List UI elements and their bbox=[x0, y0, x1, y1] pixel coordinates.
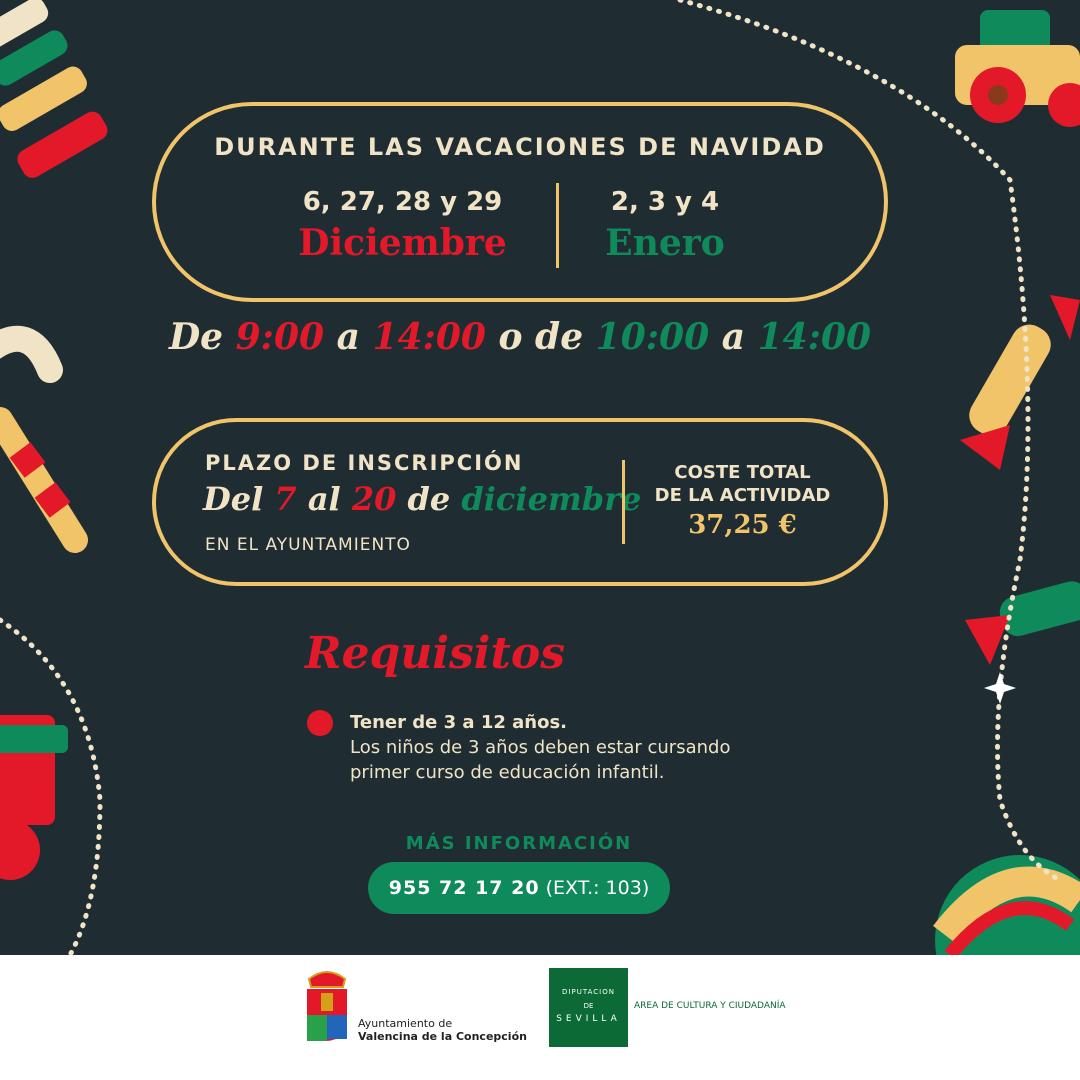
requirement-item: Tener de 3 a 12 años. Los niños de 3 año… bbox=[350, 710, 730, 785]
january-label: Enero bbox=[605, 222, 725, 264]
ball-icon bbox=[933, 855, 1080, 955]
schedule-time-2: 14:00 bbox=[372, 316, 486, 358]
divider bbox=[556, 183, 559, 268]
reg-month: diciembre bbox=[461, 480, 642, 518]
schedule-de: De bbox=[168, 316, 224, 358]
dates-panel bbox=[152, 102, 888, 302]
schedule-time-1: 9:00 bbox=[235, 316, 325, 358]
cost-value: 37,25 € bbox=[688, 510, 797, 540]
ayuntamiento-name: Ayuntamiento de Valencina de la Concepci… bbox=[358, 1017, 527, 1043]
schedule-o-de: o de bbox=[498, 316, 584, 358]
reg-day-1: 7 bbox=[274, 480, 297, 518]
candy-cane-icon bbox=[0, 325, 88, 553]
schedule: De 9:00 a 14:00 o de 10:00 a 14:00 bbox=[0, 316, 1040, 358]
header-title: DURANTE LAS VACACIONES DE NAVIDAD bbox=[214, 133, 826, 161]
reg-al: al bbox=[307, 480, 341, 518]
divider bbox=[622, 460, 625, 544]
xylophone-icon bbox=[0, 0, 108, 178]
reg-day-2: 20 bbox=[351, 480, 397, 518]
cost-label-1: COSTE TOTAL bbox=[674, 462, 811, 483]
footer: Ayuntamiento de Valencina de la Concepci… bbox=[0, 955, 1080, 1080]
requirement-bold: Tener de 3 a 12 años. bbox=[350, 712, 568, 733]
schedule-time-3: 10:00 bbox=[595, 316, 710, 358]
area-label: AREA DE CULTURA Y CIUDADANÍA bbox=[634, 1001, 786, 1011]
registration-dates: Del 7 al 20 de diciembre bbox=[203, 480, 641, 518]
december-days: 6, 27, 28 y 29 bbox=[302, 187, 503, 217]
poster: DURANTE LAS VACACIONES DE NAVIDAD 6, 27,… bbox=[0, 0, 1080, 955]
sparkle-icon bbox=[984, 672, 1016, 704]
january-days: 2, 3 y 4 bbox=[610, 187, 720, 217]
requirement-line-3: primer curso de educación infantil. bbox=[350, 762, 665, 783]
reg-de: de bbox=[407, 480, 451, 518]
bead-garland bbox=[0, 0, 1063, 955]
phone-number: 955 72 17 20 bbox=[388, 877, 540, 899]
ayuntamiento-coat-of-arms-logo bbox=[307, 971, 347, 1041]
registration-panel bbox=[152, 418, 888, 586]
toy-decorations bbox=[0, 0, 1080, 955]
ayto-line-1: Ayuntamiento de bbox=[358, 1017, 453, 1030]
candy-icon bbox=[960, 295, 1080, 665]
registration-place: EN EL AYUNTAMIENTO bbox=[205, 535, 411, 555]
phone-ext: (EXT.: 103) bbox=[545, 877, 650, 899]
requirement-line-2: Los niños de 3 años deben estar cursando bbox=[350, 737, 731, 758]
cost-label-2: DE LA ACTIVIDAD bbox=[654, 485, 831, 506]
bullet-icon bbox=[307, 710, 333, 736]
ayto-line-2: Valencina de la Concepción bbox=[358, 1030, 527, 1043]
registration-title: PLAZO DE INSCRIPCIÓN bbox=[205, 451, 524, 475]
toy-train-icon bbox=[955, 10, 1080, 127]
schedule-a-2: a bbox=[721, 316, 746, 358]
contact-label: MÁS INFORMACIÓN bbox=[405, 833, 633, 854]
schedule-time-4: 14:00 bbox=[757, 316, 872, 358]
schedule-a-1: a bbox=[336, 316, 360, 358]
phone-button[interactable]: 955 72 17 20 (EXT.: 103) bbox=[368, 862, 670, 914]
reg-del: Del bbox=[203, 480, 264, 518]
requirements-title: Requisitos bbox=[305, 628, 565, 679]
december-label: Diciembre bbox=[298, 222, 507, 264]
diputacion-sevilla-logo: DIPUTACION DE SEVILLA bbox=[549, 968, 628, 1047]
drum-icon bbox=[0, 715, 68, 880]
